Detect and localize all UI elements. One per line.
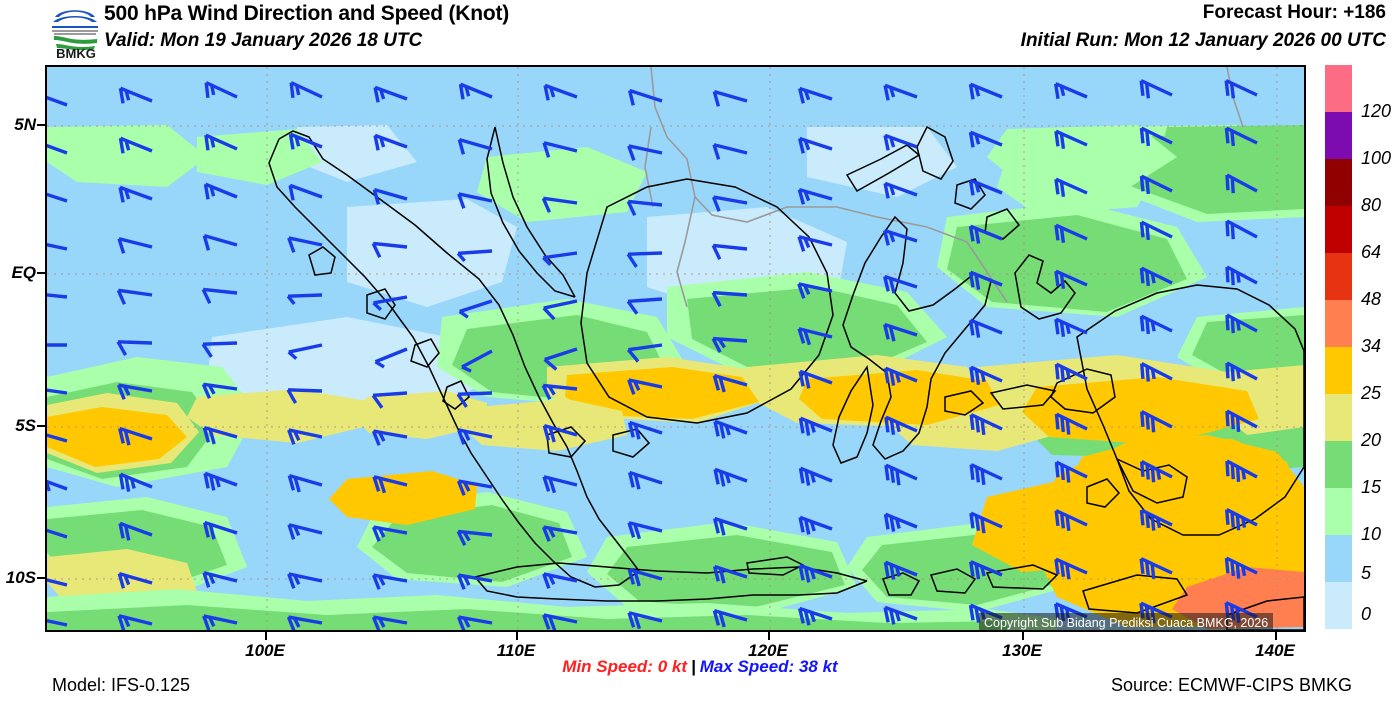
initial-run-label: Initial Run: Mon 12 January 2026 00 UTC (1020, 30, 1386, 51)
colorbar-label-100: 100 (1361, 148, 1392, 168)
model-label: Model: IFS-0.125 (52, 675, 191, 695)
speed-summary: Min Speed: 0 kt | Max Speed: 38 kt (0, 657, 1400, 677)
colorbar-band-34-48 (1325, 253, 1352, 300)
copyright-watermark: Copyright Sub Bidang Prediksi Cuaca BMKG… (979, 613, 1274, 630)
y-tick-mark-5S (37, 425, 45, 427)
colorbar-label-34: 34 (1361, 336, 1382, 356)
y-tick-label-5N: 5N (14, 115, 36, 134)
y-tick-label-10S: 10S (5, 568, 36, 587)
colorbar-label-25: 25 (1361, 383, 1382, 403)
min-speed-label: Min Speed: 0 kt (562, 657, 687, 676)
valid-time-label: Valid: Mon 19 January 2026 18 UTC (104, 30, 423, 51)
colorbar-label-0: 0 (1361, 604, 1372, 624)
colorbar-label-5: 5 (1361, 563, 1372, 583)
y-tick-label-EQ: EQ (11, 263, 36, 282)
y-tick-mark-5N (37, 124, 45, 126)
x-tick-mark-130E (1022, 632, 1024, 640)
speed-separator: | (690, 657, 696, 676)
x-tick-mark-120E (768, 632, 770, 640)
colorbar-band-25-34 (1325, 300, 1352, 347)
country-borders (644, 67, 1244, 308)
map-contour-layer (47, 67, 1304, 630)
x-tick-mark-140E (1275, 632, 1277, 640)
header: BMKG 500 hPa Wind Direction and Speed (K… (0, 0, 1400, 62)
x-tick-label-120E: 120E (748, 641, 788, 660)
colorbar-band-80-100 (1325, 112, 1352, 159)
y-tick-mark-EQ (37, 272, 45, 274)
svg-text:BMKG: BMKG (56, 46, 96, 59)
x-tick-label-140E: 140E (1255, 641, 1295, 660)
colorbar-band-20-25 (1325, 347, 1352, 394)
forecast-hour-label: Forecast Hour: +186 (1202, 2, 1386, 23)
colorbar-label-120: 120 (1361, 101, 1392, 121)
colorbar[interactable] (1325, 65, 1352, 629)
colorbar-label-64: 64 (1361, 242, 1382, 262)
colorbar-band-15-20 (1325, 394, 1352, 441)
x-tick-mark-110E (516, 632, 518, 640)
x-tick-label-110E: 110E (496, 641, 536, 660)
colorbar-label-48: 48 (1361, 289, 1382, 309)
colorbar-band-64-80 (1325, 159, 1352, 206)
page-title: 500 hPa Wind Direction and Speed (Knot) (104, 2, 510, 25)
colorbar-band-0-5 (1325, 535, 1352, 582)
colorbar-band-5-10 (1325, 488, 1352, 535)
y-tick-mark-10S (37, 577, 45, 579)
colorbar-label-15: 15 (1361, 477, 1382, 497)
bmkg-logo: BMKG (45, 3, 107, 59)
y-tick-label-5S: 5S (15, 416, 36, 435)
colorbar-band-below-0 (1325, 582, 1352, 629)
coastlines (268, 125, 1304, 630)
x-tick-label-130E: 130E (1002, 641, 1042, 660)
colorbar-band-48-64 (1325, 206, 1352, 253)
colorbar-band-100-120 (1325, 65, 1352, 112)
colorbar-label-20: 20 (1361, 430, 1382, 450)
source-label: Source: ECMWF-CIPS BMKG (1110, 675, 1352, 695)
wind-speed-map[interactable]: Copyright Sub Bidang Prediksi Cuaca BMKG… (45, 65, 1306, 632)
colorbar-label-10: 10 (1361, 524, 1382, 544)
x-tick-label-100E: 100E (245, 641, 285, 660)
x-tick-mark-100E (265, 632, 267, 640)
colorbar-label-80: 80 (1361, 195, 1382, 215)
max-speed-label: Max Speed: 38 kt (699, 657, 838, 676)
colorbar-band-10-15 (1325, 441, 1352, 488)
